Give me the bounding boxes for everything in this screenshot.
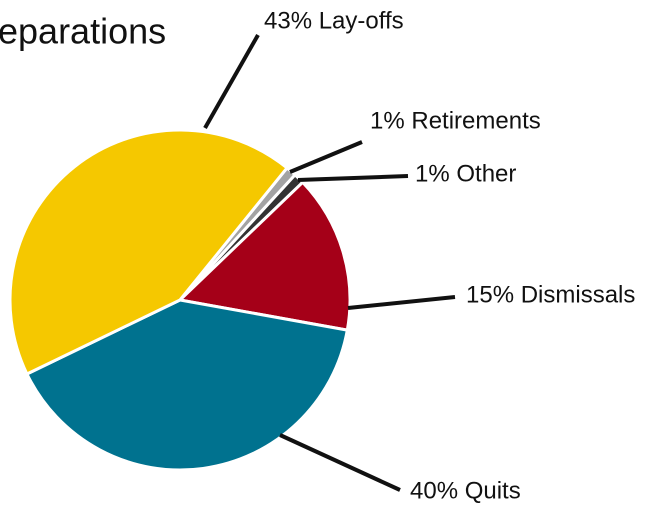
pie-slice xyxy=(178,180,352,332)
data-label: 1% Other xyxy=(415,160,516,187)
leader-line xyxy=(347,295,456,310)
pie-slice xyxy=(25,298,349,472)
leader-line xyxy=(289,140,363,174)
leader-line xyxy=(297,174,409,182)
pie-slice xyxy=(8,128,289,376)
leader-line xyxy=(279,433,401,492)
data-label: 1% Retirements xyxy=(370,107,541,134)
chart-title: eparations xyxy=(0,11,166,52)
data-label: 15% Dismissals xyxy=(466,281,635,308)
data-label: 43% Lay-offs xyxy=(264,7,404,34)
data-label: 40% Quits xyxy=(410,477,521,504)
leader-line xyxy=(203,34,260,129)
